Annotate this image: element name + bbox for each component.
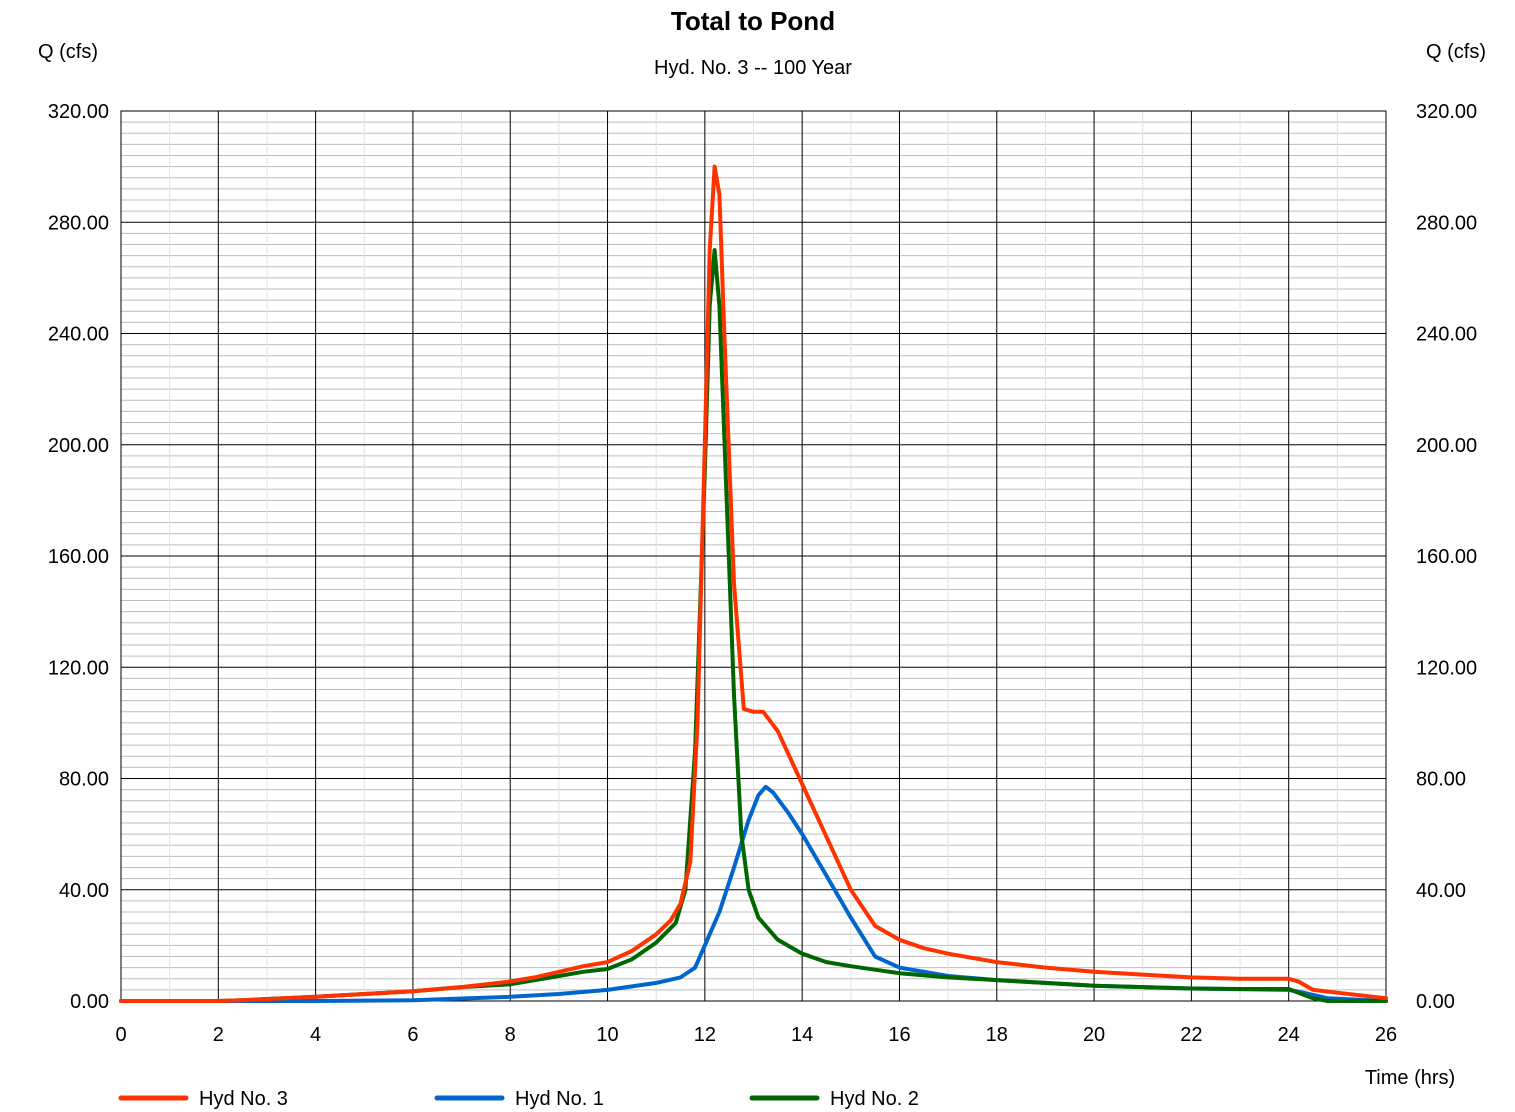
y-tick-label-right: 280.00 (1416, 212, 1477, 234)
series-lines (119, 164, 1388, 1003)
legend-item: Hyd No. 3 (118, 1088, 288, 1110)
series-line-hyd-no-3 (119, 164, 1388, 1003)
legend-item: Hyd No. 1 (434, 1088, 604, 1110)
x-tick-label: 24 (1278, 1024, 1300, 1046)
legend: Hyd No. 3 Hyd No. 1 Hyd No. 2 (118, 1088, 919, 1110)
y-tick-label-left: 120.00 (48, 657, 109, 679)
y-tick-label-right: 40.00 (1416, 880, 1466, 902)
y-tick-label-right: 320.00 (1416, 101, 1477, 123)
y-axis-label-left: Q (cfs) (38, 41, 98, 63)
y-tick-label-left: 160.00 (48, 546, 109, 568)
series-line-hyd-no-2 (119, 248, 1388, 1003)
x-tick-label: 8 (505, 1024, 516, 1046)
x-tick-label: 6 (407, 1024, 418, 1046)
x-tick-labels: 0 2 4 6 8 10 12 14 16 18 20 22 24 26 (115, 1024, 1397, 1046)
chart-subtitle: Hyd. No. 3 -- 100 Year (654, 57, 852, 79)
x-tick-label: 10 (596, 1024, 618, 1046)
y-tick-label-right: 120.00 (1416, 657, 1477, 679)
y-tick-labels: 0.00 0.00 40.00 40.00 80.00 80.00 120.00 120.00… (48, 101, 1477, 1013)
y-tick-label-right: 0.00 (1416, 991, 1455, 1013)
x-tick-label: 16 (888, 1024, 910, 1046)
x-tick-label: 22 (1180, 1024, 1202, 1046)
y-axis-label-right: Q (cfs) (1426, 41, 1486, 63)
plot-area-frame (120, 110, 1387, 1002)
y-tick-label-left: 40.00 (59, 880, 109, 902)
y-tick-label-right: 80.00 (1416, 769, 1466, 791)
x-axis-label: Time (hrs) (1365, 1067, 1455, 1089)
x-tick-label: 12 (694, 1024, 716, 1046)
legend-label: Hyd No. 3 (199, 1088, 288, 1110)
legend-item: Hyd No. 2 (749, 1088, 919, 1110)
y-tick-label-left: 320.00 (48, 101, 109, 123)
y-tick-label-right: 200.00 (1416, 435, 1477, 457)
y-tick-label-right: 240.00 (1416, 324, 1477, 346)
x-tick-label: 18 (986, 1024, 1008, 1046)
x-tick-label: 2 (213, 1024, 224, 1046)
x-tick-label: 14 (791, 1024, 813, 1046)
y-tick-label-left: 240.00 (48, 324, 109, 346)
legend-label: Hyd No. 1 (515, 1088, 604, 1110)
y-tick-label-left: 80.00 (59, 769, 109, 791)
y-tick-label-right: 160.00 (1416, 546, 1477, 568)
x-tick-label: 4 (310, 1024, 321, 1046)
x-tick-label: 26 (1375, 1024, 1397, 1046)
legend-label: Hyd No. 2 (830, 1088, 919, 1110)
y-tick-label-left: 280.00 (48, 212, 109, 234)
chart-title: Total to Pond (671, 6, 835, 36)
x-tick-label: 0 (115, 1024, 126, 1046)
x-tick-label: 20 (1083, 1024, 1105, 1046)
y-tick-label-left: 200.00 (48, 435, 109, 457)
y-tick-label-left: 0.00 (70, 991, 109, 1013)
